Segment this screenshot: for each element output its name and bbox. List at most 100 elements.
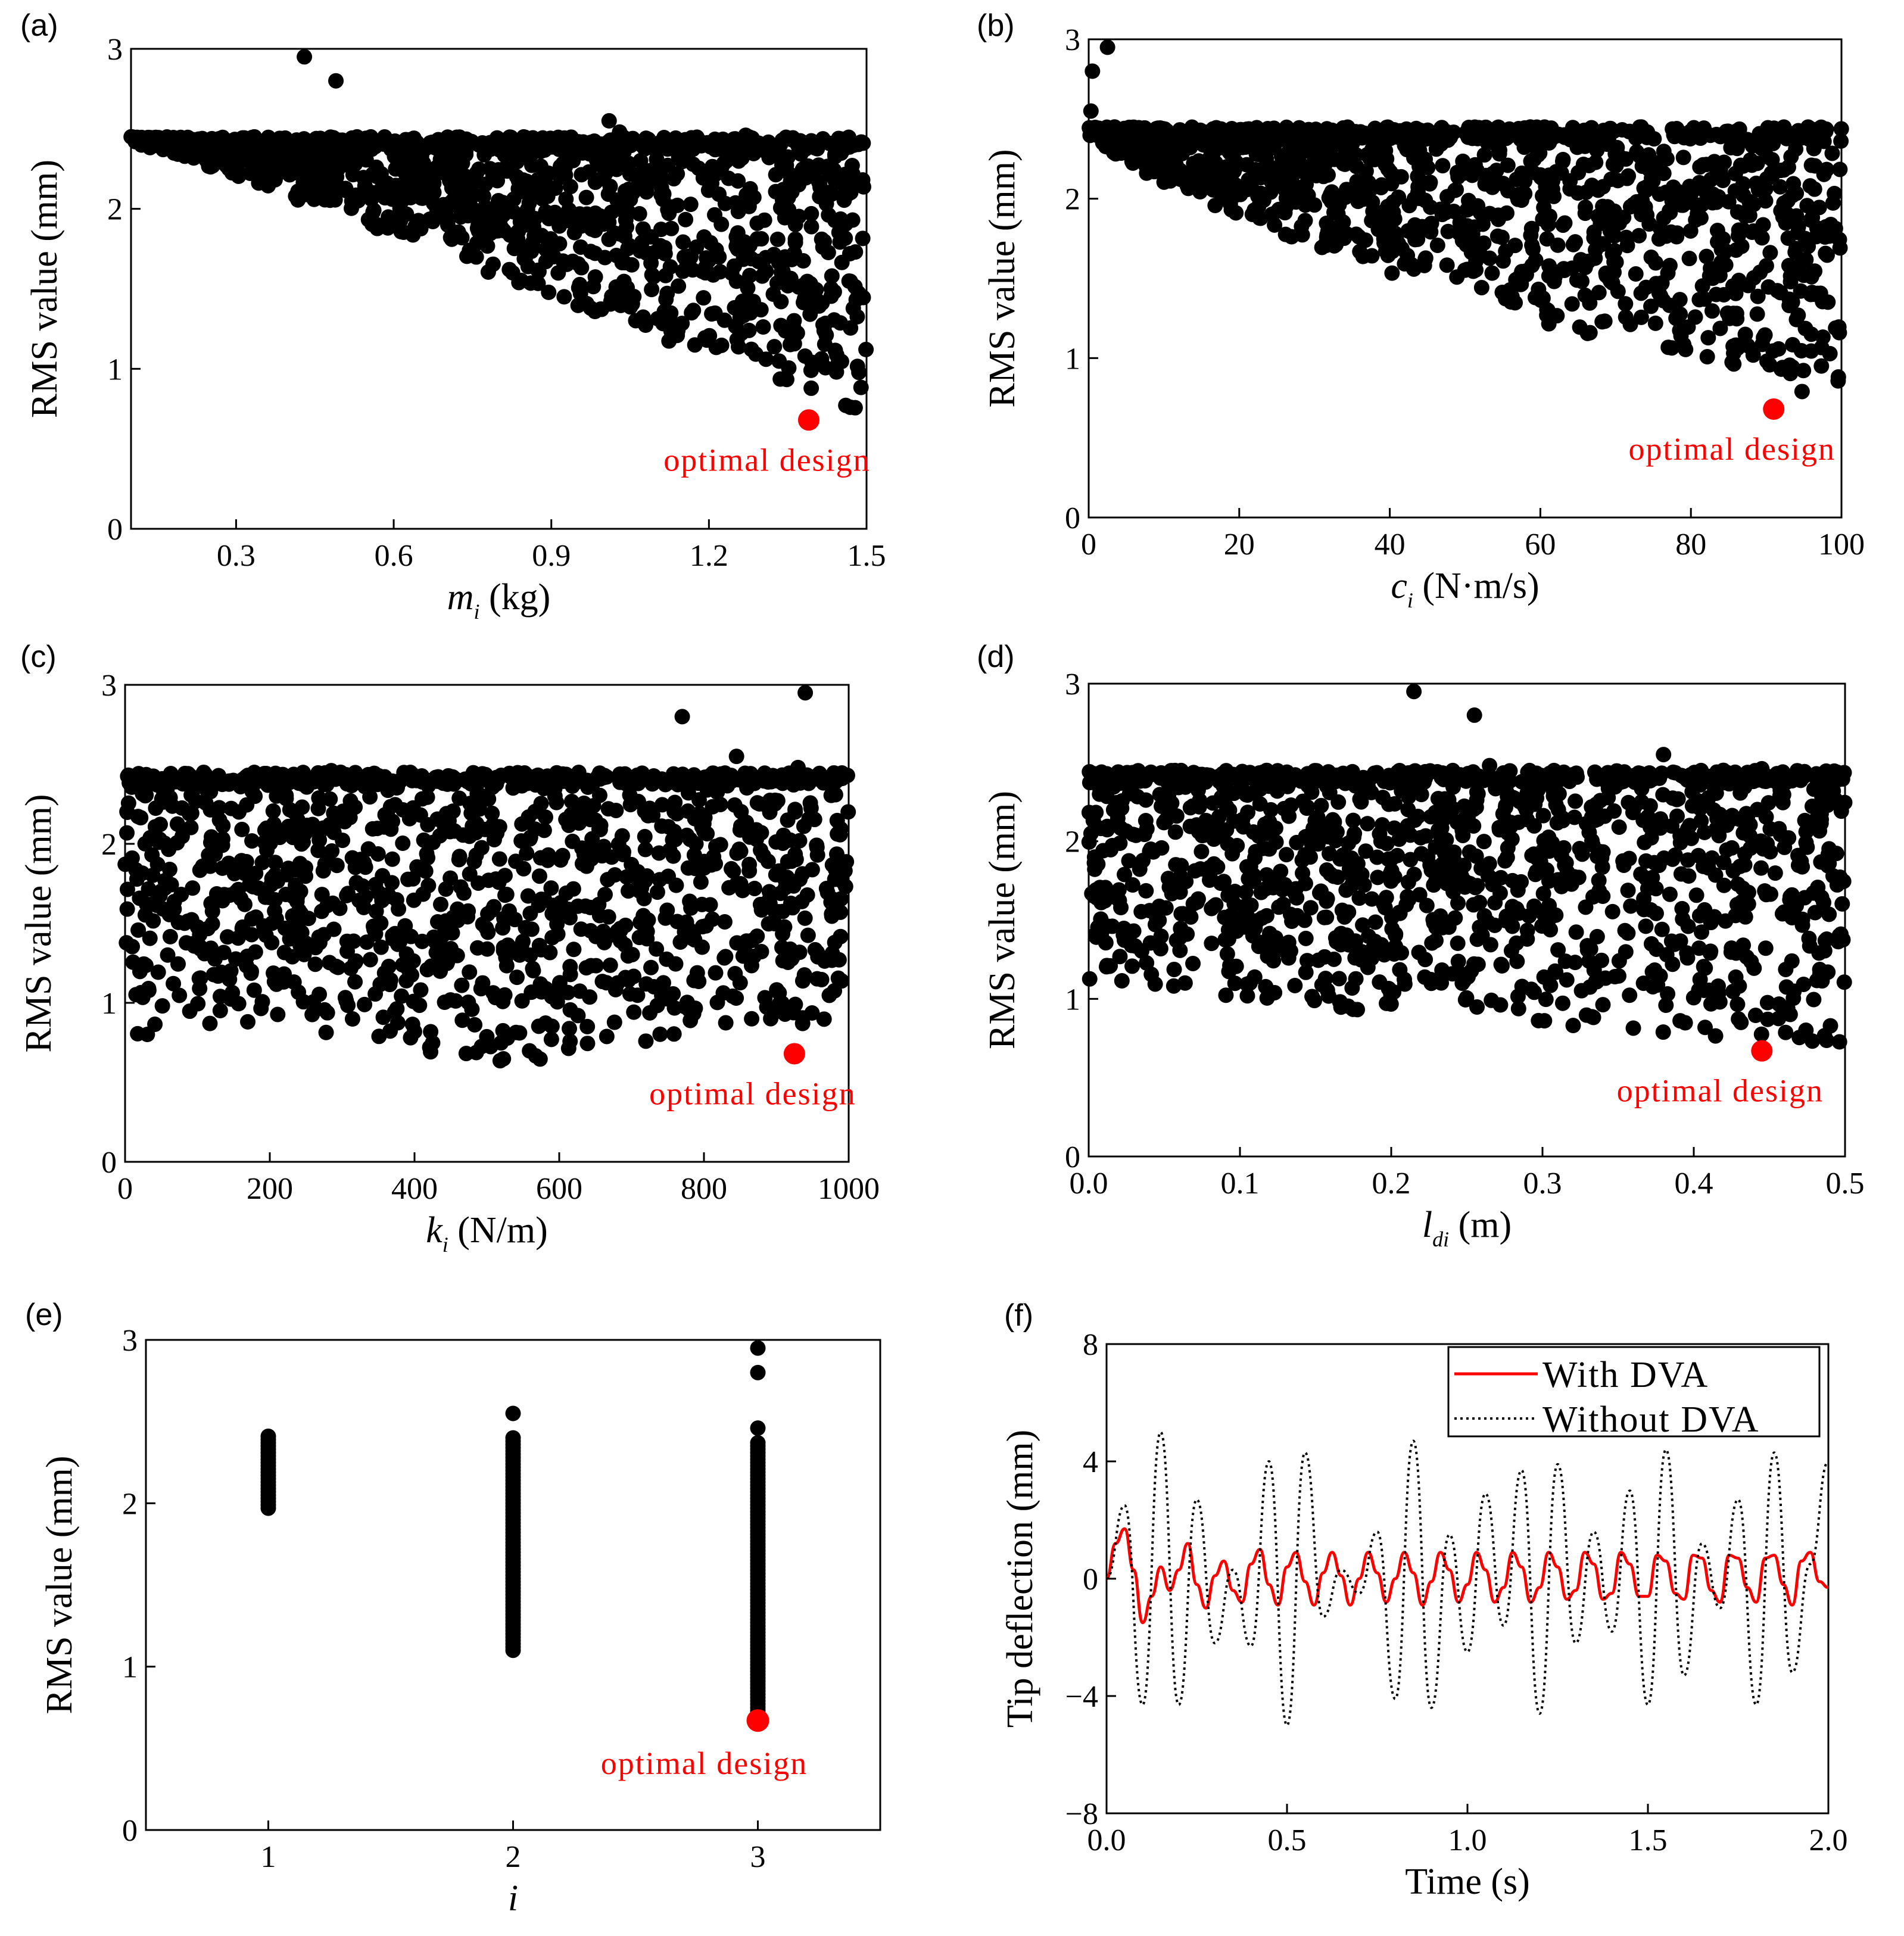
- data-point: [1830, 373, 1846, 389]
- data-point: [839, 854, 855, 870]
- data-point: [532, 850, 549, 866]
- data-point: [1210, 165, 1226, 181]
- data-point: [1266, 120, 1282, 136]
- data-point: [1171, 123, 1188, 139]
- data-point: [794, 1010, 811, 1026]
- data-point: [696, 815, 712, 831]
- data-point: [1577, 205, 1593, 222]
- data-point: [1698, 185, 1714, 201]
- data-point: [166, 893, 182, 909]
- data-point: [1577, 138, 1593, 154]
- x-tick-label: 0.4: [1675, 1167, 1713, 1201]
- y-axis-label: RMS value (mm): [982, 791, 1023, 1049]
- data-point: [154, 998, 170, 1014]
- data-point: [1621, 168, 1637, 184]
- data-point: [236, 896, 253, 912]
- data-point: [593, 301, 609, 317]
- data-point: [1376, 203, 1392, 219]
- data-point: [774, 995, 790, 1011]
- data-point: [210, 968, 226, 984]
- data-point: [1173, 906, 1189, 922]
- data-point: [329, 136, 345, 152]
- data-point: [769, 231, 786, 247]
- data-point: [149, 856, 166, 872]
- data-point: [388, 177, 404, 194]
- data-point: [578, 898, 594, 914]
- outlier-point: [674, 709, 690, 725]
- data-point: [406, 132, 422, 148]
- data-point: [1484, 265, 1500, 281]
- data-point: [1682, 130, 1699, 146]
- data-point: [1292, 146, 1308, 163]
- data-point: [147, 819, 163, 835]
- data-point: [602, 957, 618, 973]
- data-point: [1455, 153, 1471, 169]
- data-point: [1660, 339, 1676, 356]
- data-point: [332, 900, 348, 916]
- data-point: [753, 825, 769, 841]
- data-point: [540, 188, 556, 204]
- data-point: [260, 147, 276, 163]
- data-point: [570, 297, 586, 313]
- data-point: [618, 212, 634, 228]
- data-point: [1753, 141, 1769, 157]
- data-point: [244, 911, 260, 927]
- data-point: [758, 250, 774, 266]
- data-point: [1793, 283, 1809, 299]
- data-point: [803, 380, 819, 396]
- data-point: [418, 167, 434, 183]
- data-point: [381, 958, 397, 974]
- data-point: [657, 132, 673, 148]
- data-point: [1130, 120, 1146, 136]
- data-point: [119, 901, 135, 917]
- data-point: [643, 959, 659, 975]
- data-point: [1656, 166, 1672, 182]
- outlier-point: [323, 763, 339, 779]
- data-point: [275, 136, 291, 152]
- data-point: [202, 1015, 218, 1031]
- data-point: [1294, 121, 1310, 138]
- data-point: [684, 305, 700, 321]
- data-point: [434, 952, 450, 968]
- plot-frame: [1087, 682, 1846, 1158]
- data-point: [1110, 126, 1126, 142]
- data-point: [652, 1026, 668, 1042]
- data-point: [469, 220, 485, 236]
- data-point: [221, 161, 237, 177]
- data-point: [1803, 343, 1819, 359]
- outlier-point: [297, 49, 313, 65]
- data-point: [582, 989, 598, 1005]
- data-point: [1832, 161, 1848, 177]
- data-point: [259, 769, 275, 785]
- data-point: [426, 929, 442, 945]
- data-point: [496, 223, 512, 239]
- data-point: [448, 993, 464, 1009]
- data-point: [381, 209, 397, 225]
- plot-frame: [130, 48, 868, 530]
- data-point: [1824, 145, 1840, 161]
- data-point: [267, 855, 283, 871]
- data-point: [1173, 172, 1189, 188]
- data-point: [716, 155, 732, 172]
- data-point: [1760, 279, 1777, 295]
- data-point: [1280, 133, 1297, 149]
- data-point: [164, 798, 180, 814]
- data-point: [838, 397, 854, 413]
- scatter-points: [1081, 684, 1853, 1050]
- data-point: [674, 774, 690, 790]
- data-point: [1708, 286, 1724, 303]
- data-point: [413, 148, 429, 164]
- data-point: [772, 371, 789, 387]
- data-point: [1699, 349, 1715, 365]
- data-point: [513, 272, 529, 288]
- data-point: [1163, 154, 1179, 170]
- data-point: [296, 946, 312, 962]
- data-point: [666, 803, 683, 819]
- x-axis-label: ci (N·m/s): [1391, 566, 1539, 612]
- data-point: [1459, 124, 1475, 140]
- data-point: [484, 210, 500, 226]
- data-point: [1423, 224, 1439, 240]
- data-point: [439, 141, 455, 157]
